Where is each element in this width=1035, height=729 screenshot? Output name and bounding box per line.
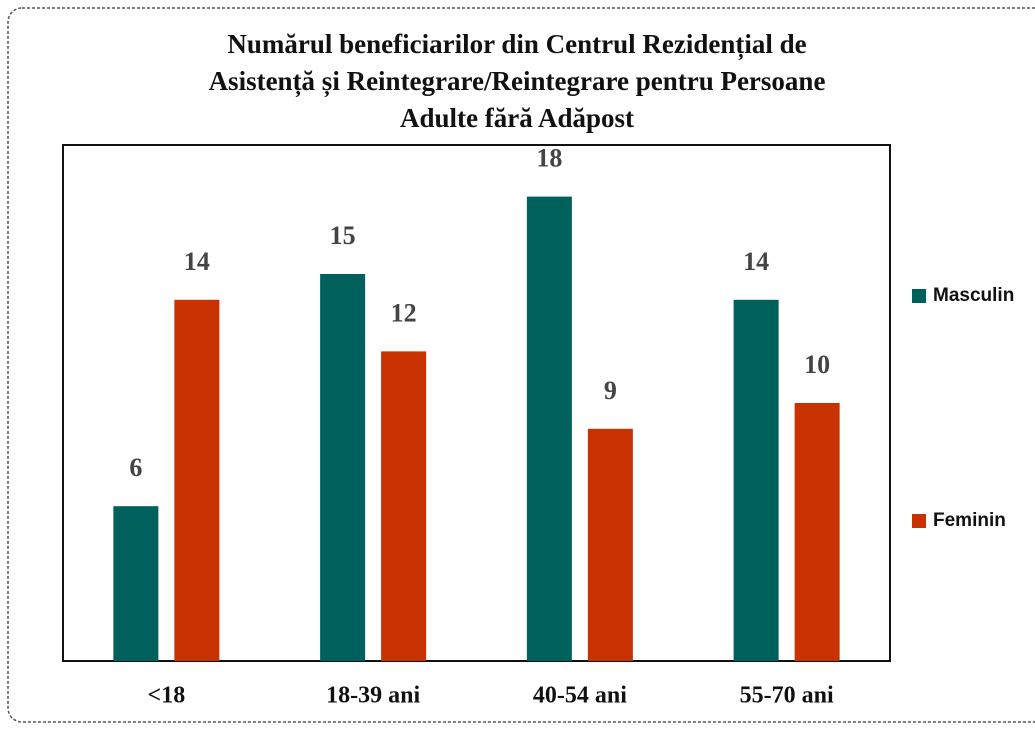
value-label: 14 [743,247,769,276]
value-label: 14 [184,247,210,276]
value-label: 12 [391,298,417,327]
x-tick-label: 55-70 ani [740,683,834,709]
bar [526,196,572,661]
bar [174,299,220,661]
bar [794,403,840,661]
chart-title: Asistență și Reintegrare/Reintegrare pen… [209,66,826,97]
legend-swatch [912,514,926,528]
plot-area [62,144,891,662]
bar [113,506,159,661]
legend-label: Masculin [933,285,1014,306]
x-tick-label: 18-39 ani [326,683,420,709]
x-tick-label: <18 [148,683,186,709]
x-tick-label: 40-54 ani [533,683,627,709]
legend-label: Feminin [933,510,1006,531]
value-label: 9 [604,376,617,405]
chart-title: Numărul beneficiarilor din Centrul Rezid… [227,29,806,60]
legend-swatch [912,289,926,303]
bar [381,351,427,661]
value-label: 18 [536,144,562,173]
bar [587,428,633,661]
bar [320,274,366,661]
value-label: 10 [804,350,830,379]
value-label: 6 [129,453,142,482]
chart-title: Adulte fără Adăpost [400,103,634,133]
value-label: 15 [330,221,356,250]
bar [733,299,779,661]
